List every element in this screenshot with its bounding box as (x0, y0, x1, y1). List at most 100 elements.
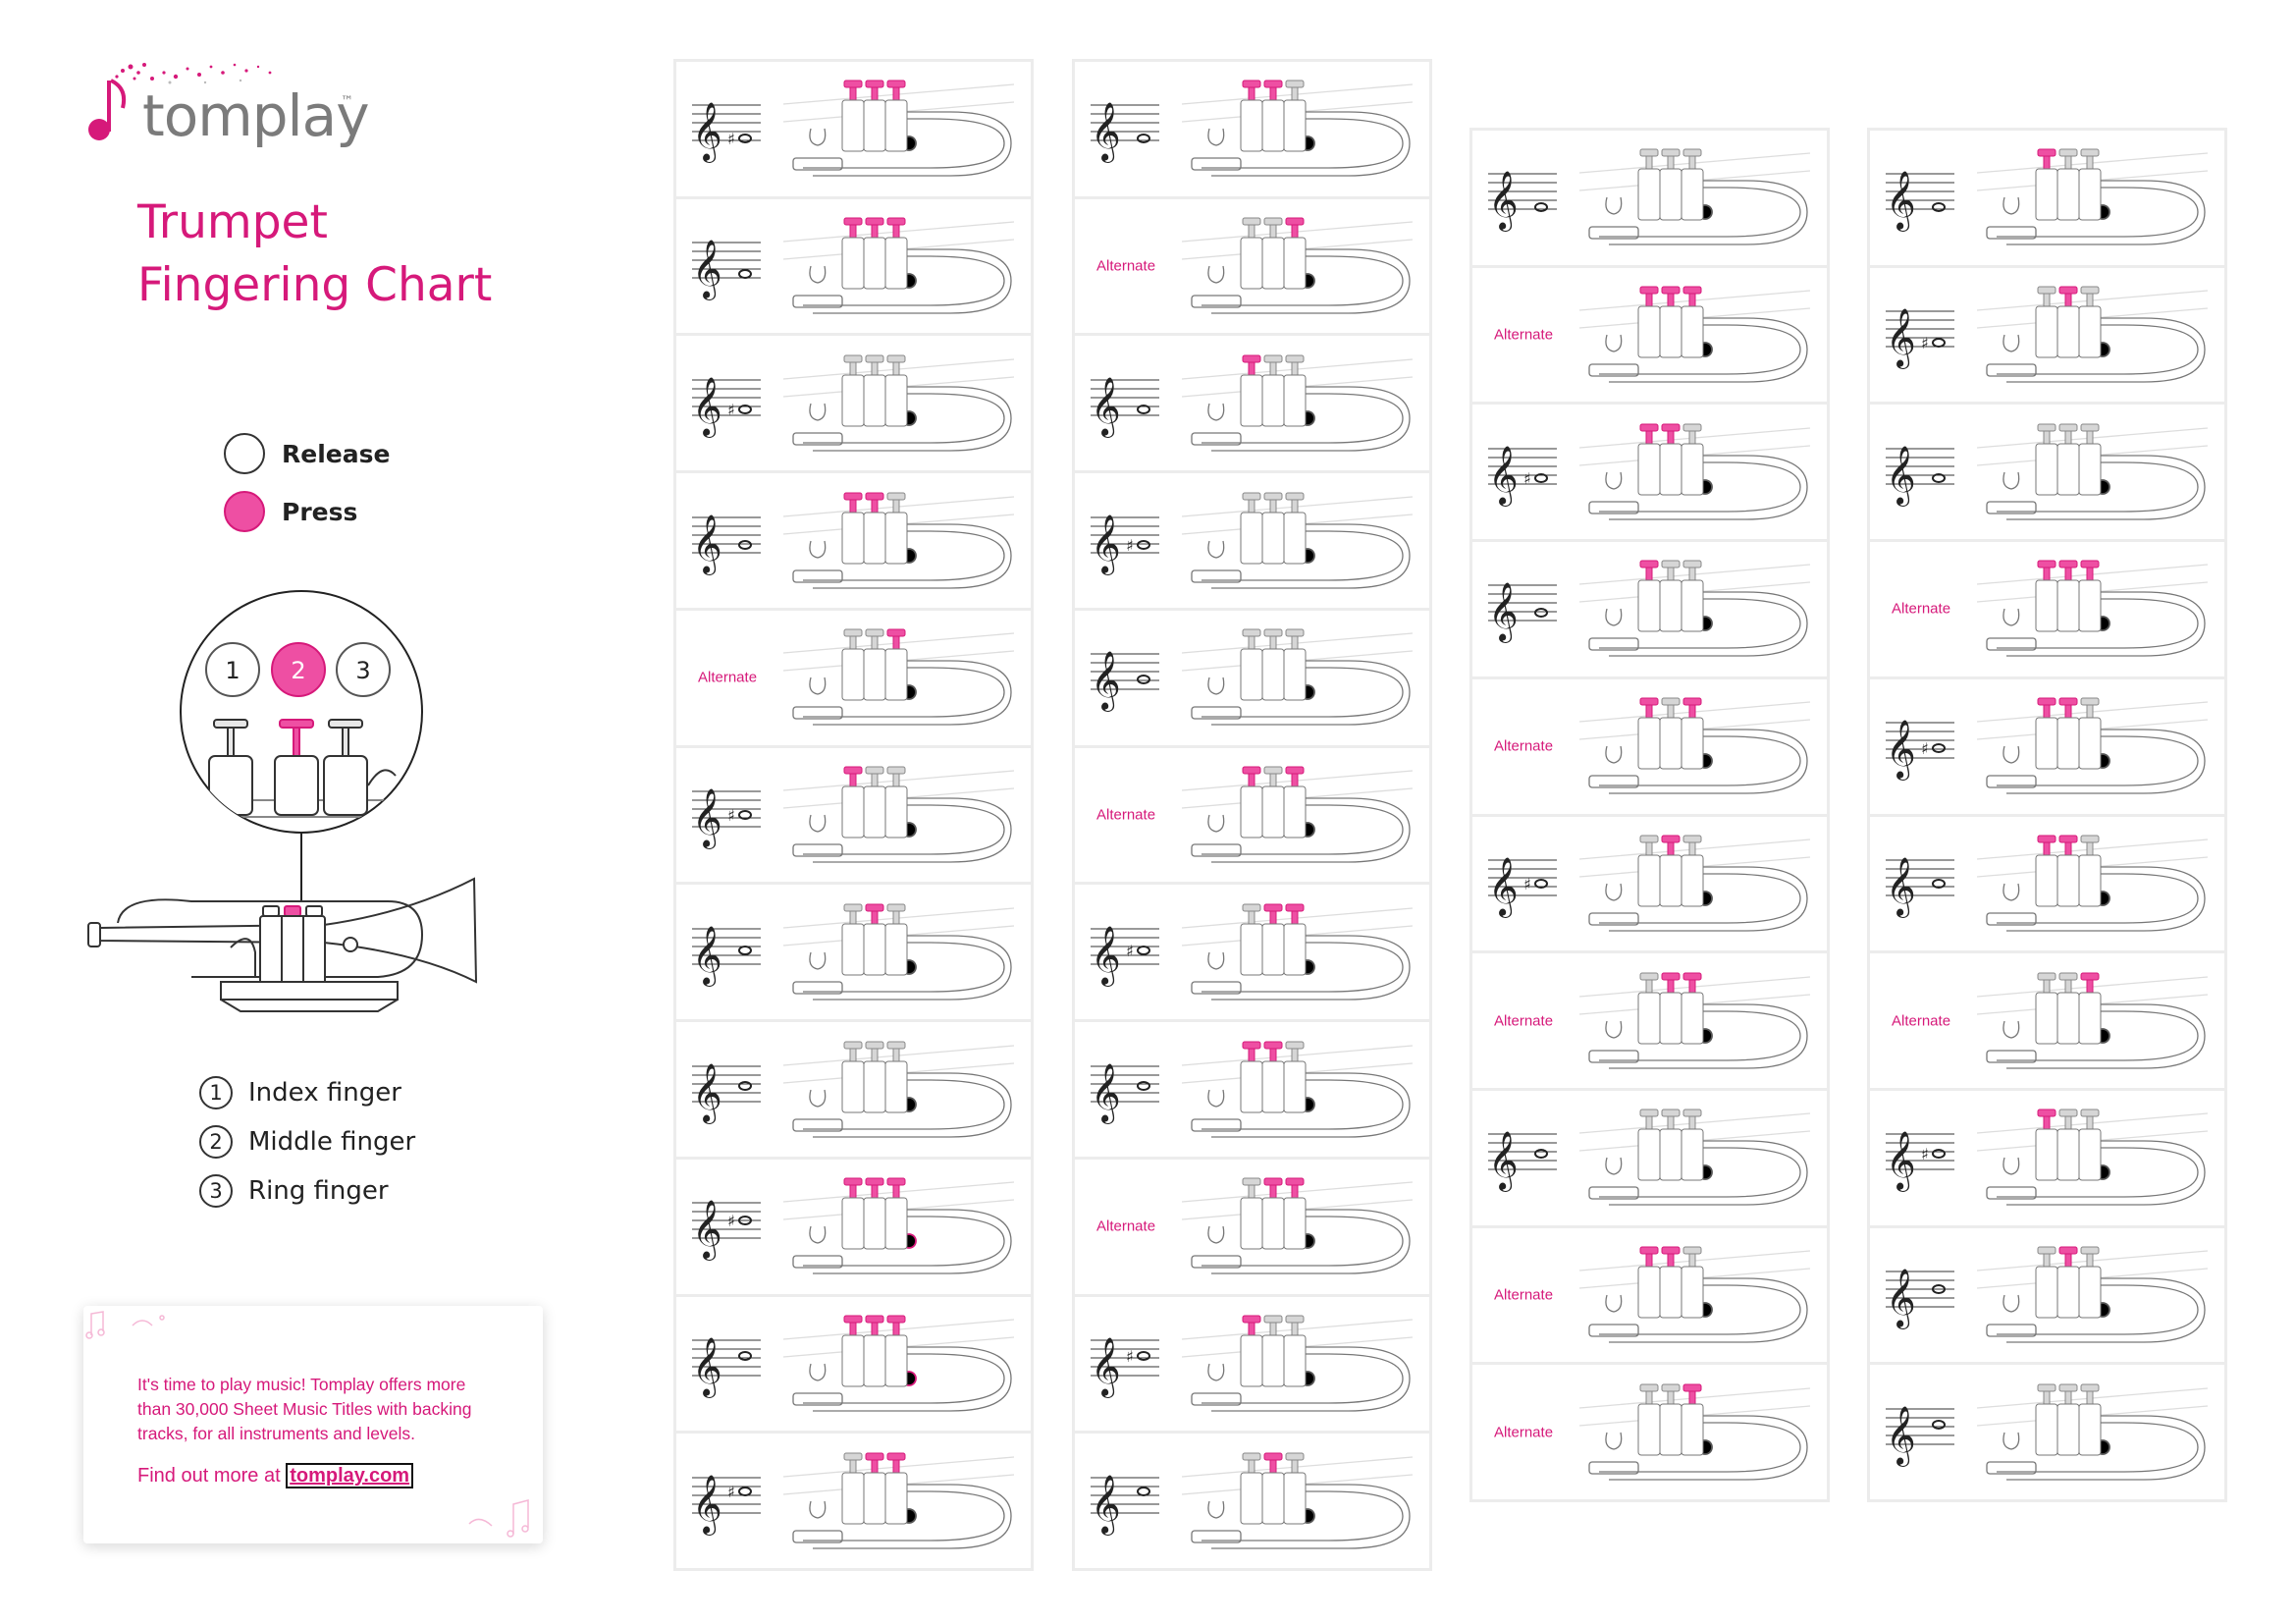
valve-cap (1661, 148, 1681, 157)
valve-cap (2058, 1246, 2078, 1255)
valve-cap (1682, 1246, 1702, 1255)
trumpet-valves-icon (783, 354, 1015, 452)
valve-cap (2058, 972, 2078, 981)
note-head (1137, 1350, 1150, 1361)
finger-item-index: 1 Index finger (199, 1076, 401, 1109)
title-line-2: Fingering Chart (137, 258, 493, 312)
trumpet-valves-icon (1182, 354, 1414, 452)
trumpet-valves-icon (783, 1452, 1015, 1549)
treble-clef-icon: 𝄞 (1886, 308, 1916, 369)
staff-notation: 𝄞 ♯ (692, 1200, 761, 1261)
note-head (1932, 338, 1946, 349)
finger-number-3: 3 (199, 1174, 233, 1208)
legend-release-label: Release (282, 439, 391, 468)
music-note-icon (88, 63, 146, 140)
fingering-cell: Alternate (1472, 1365, 1827, 1500)
valve-cap (2037, 1383, 2056, 1392)
valve-cap (843, 1041, 863, 1049)
treble-clef-icon: 𝄞 (1488, 582, 1519, 643)
note-head (1137, 404, 1150, 414)
valve-cap (2080, 1109, 2100, 1117)
trumpet-valves-icon (1182, 1177, 1414, 1274)
fingering-cell: 𝄞 (676, 473, 1031, 608)
fingering-cell: 𝄞 ♯ (676, 336, 1031, 471)
staff-notation: 𝄞 ♯ (1886, 720, 1954, 781)
trumpet-valves-icon (1579, 1383, 1811, 1481)
treble-clef-icon: 𝄞 (1886, 1406, 1916, 1467)
valve-cap (886, 217, 906, 226)
fingering-cell: Alternate (1472, 1227, 1827, 1363)
valve-cap (1242, 492, 1261, 501)
note-head (1137, 1486, 1150, 1496)
fingering-cell: 𝄞 (1870, 131, 2224, 265)
alternate-label: Alternate (1096, 806, 1156, 824)
trumpet-valves-icon (1579, 972, 1811, 1069)
valve-cap (2037, 835, 2056, 843)
fingering-cell: 𝄞 (1472, 1090, 1827, 1225)
valve-cap (1285, 1177, 1305, 1186)
treble-clef-icon: 𝄞 (692, 377, 722, 438)
valve-cap (865, 354, 884, 363)
valve-cap (843, 1315, 863, 1324)
tomplay-logo: tomplay ™ (83, 59, 378, 157)
sharp-accidental: ♯ (727, 1483, 735, 1501)
note-head (738, 1080, 752, 1091)
fingering-cell: 𝄞 ♯ (676, 62, 1031, 196)
alternate-label: Alternate (1494, 737, 1554, 755)
valve-cap (886, 1452, 906, 1461)
valve-cap (886, 492, 906, 501)
treble-clef-icon: 𝄞 (1091, 1063, 1121, 1124)
note-head (1137, 1080, 1150, 1091)
valve-cap (2037, 1246, 2056, 1255)
fingering-cell: 𝄞 ♯ (676, 1159, 1031, 1294)
valve-cap (1242, 354, 1261, 363)
valve-cap (1242, 903, 1261, 912)
staff-notation: 𝄞 (692, 1337, 761, 1398)
tomplay-link[interactable]: tomplay.com (286, 1463, 414, 1488)
fingering-cell: 𝄞 (1870, 816, 2224, 951)
valve-cap (1682, 1383, 1702, 1392)
sharp-accidental: ♯ (1921, 1145, 1929, 1163)
trumpet-valves-icon (1977, 423, 2209, 520)
fingering-cell: Alternate (676, 610, 1031, 745)
valve-cap (843, 492, 863, 501)
trumpet-valves-icon (1977, 286, 2209, 383)
valve-cap (865, 1177, 884, 1186)
fingering-cell: 𝄞 (1075, 62, 1429, 196)
valve-cap (865, 217, 884, 226)
valve-number-1-text: 1 (225, 657, 240, 684)
trumpet-valves-icon (1182, 217, 1414, 314)
valve-cap (1285, 217, 1305, 226)
page-title: Trumpet Fingering Chart (137, 191, 492, 317)
trumpet-valves-icon (1977, 835, 2209, 932)
alternate-label: Alternate (1096, 1217, 1156, 1235)
valve-cap (865, 766, 884, 775)
treble-clef-icon: 𝄞 (692, 1200, 722, 1261)
note-head (738, 1216, 752, 1226)
fingering-cell: Alternate (1472, 953, 1827, 1088)
trumpet-valves-icon (783, 217, 1015, 314)
valve-cap (1285, 1041, 1305, 1049)
valve-cap (1639, 148, 1659, 157)
note-head (1534, 1149, 1548, 1160)
valve-cap (1263, 766, 1283, 775)
valve-cap (1242, 628, 1261, 637)
staff-notation: 𝄞 (1488, 171, 1557, 232)
valve-cap (843, 628, 863, 637)
treble-clef-icon: 𝄞 (1886, 446, 1916, 507)
staff-notation: 𝄞 ♯ (1091, 1337, 1159, 1398)
alternate-label: Alternate (698, 669, 758, 686)
alternate-label: Alternate (1494, 1286, 1554, 1304)
trumpet-valves-icon (1579, 423, 1811, 520)
valve-cap (1682, 423, 1702, 432)
sharp-accidental: ♯ (727, 806, 735, 825)
valve-cap (1285, 903, 1305, 912)
fingering-cell: 𝄞 ♯ (1075, 885, 1429, 1020)
valve-cap (2080, 972, 2100, 981)
alternate-label: Alternate (1494, 1424, 1554, 1441)
note-head (1137, 675, 1150, 685)
treble-clef-icon: 𝄞 (692, 926, 722, 987)
staff-notation: 𝄞 ♯ (1488, 857, 1557, 918)
valve-cap (1661, 1246, 1681, 1255)
note-head (738, 539, 752, 550)
